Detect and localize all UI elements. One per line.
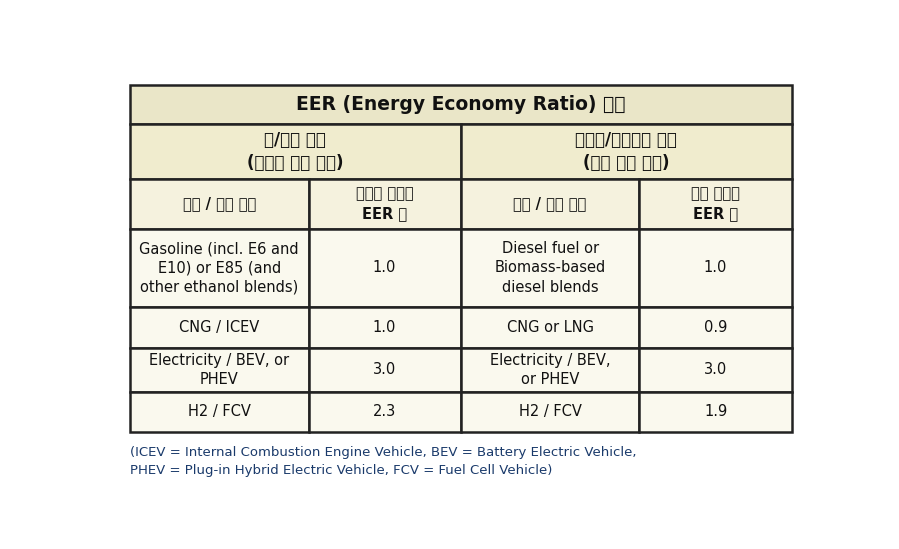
- Text: 0.9: 0.9: [704, 320, 727, 335]
- Polygon shape: [129, 124, 460, 179]
- Text: H2 / FCV: H2 / FCV: [519, 404, 582, 419]
- Polygon shape: [460, 179, 639, 229]
- Text: 1.0: 1.0: [373, 320, 396, 335]
- Text: 경유 기준의
EER 값: 경유 기준의 EER 값: [691, 187, 740, 221]
- Text: CNG / ICEV: CNG / ICEV: [179, 320, 259, 335]
- Text: 3.0: 3.0: [373, 362, 396, 377]
- Polygon shape: [129, 307, 308, 348]
- Text: 연료 / 차량 조합: 연료 / 차량 조합: [513, 196, 587, 211]
- Text: EER (Energy Economy Ratio) 분석: EER (Energy Economy Ratio) 분석: [296, 95, 626, 114]
- Text: 연료 / 차량 조합: 연료 / 차량 조합: [182, 196, 256, 211]
- Text: 3.0: 3.0: [704, 362, 727, 377]
- Text: CNG or LNG: CNG or LNG: [507, 320, 593, 335]
- Polygon shape: [460, 392, 639, 432]
- Text: 1.9: 1.9: [704, 404, 727, 419]
- Polygon shape: [129, 85, 792, 124]
- Text: (ICEV = Internal Combustion Engine Vehicle, BEV = Battery Electric Vehicle,
PHEV: (ICEV = Internal Combustion Engine Vehic…: [129, 446, 636, 477]
- Text: 1.0: 1.0: [704, 260, 727, 276]
- Polygon shape: [308, 392, 460, 432]
- Text: Electricity / BEV,
or PHEV: Electricity / BEV, or PHEV: [490, 353, 610, 387]
- Text: 1.0: 1.0: [373, 260, 396, 276]
- Text: Gasoline (incl. E6 and
E10) or E85 (and
other ethanol blends): Gasoline (incl. E6 and E10) or E85 (and …: [139, 241, 299, 295]
- Text: 경/중형 차량
(휘발유 대체 연료): 경/중형 차량 (휘발유 대체 연료): [247, 131, 343, 172]
- Polygon shape: [308, 229, 460, 307]
- Text: H2 / FCV: H2 / FCV: [188, 404, 251, 419]
- Polygon shape: [308, 307, 460, 348]
- Polygon shape: [129, 179, 308, 229]
- Polygon shape: [639, 229, 792, 307]
- Polygon shape: [308, 348, 460, 392]
- Polygon shape: [639, 348, 792, 392]
- Polygon shape: [639, 179, 792, 229]
- Polygon shape: [460, 348, 639, 392]
- Polygon shape: [460, 307, 639, 348]
- Polygon shape: [129, 348, 308, 392]
- Polygon shape: [129, 229, 308, 307]
- Polygon shape: [460, 124, 792, 179]
- Text: Diesel fuel or
Biomass-based
diesel blends: Diesel fuel or Biomass-based diesel blen…: [494, 241, 606, 295]
- Polygon shape: [308, 179, 460, 229]
- Text: Electricity / BEV, or
PHEV: Electricity / BEV, or PHEV: [149, 353, 289, 387]
- Polygon shape: [129, 392, 308, 432]
- Text: 휘발유 기준의
EER 값: 휘발유 기준의 EER 값: [356, 187, 414, 221]
- Text: 중대형/오프로드 차량
(경유 대체 연료): 중대형/오프로드 차량 (경유 대체 연료): [575, 131, 677, 172]
- Polygon shape: [639, 392, 792, 432]
- Text: 2.3: 2.3: [373, 404, 396, 419]
- Polygon shape: [639, 307, 792, 348]
- Polygon shape: [460, 229, 639, 307]
